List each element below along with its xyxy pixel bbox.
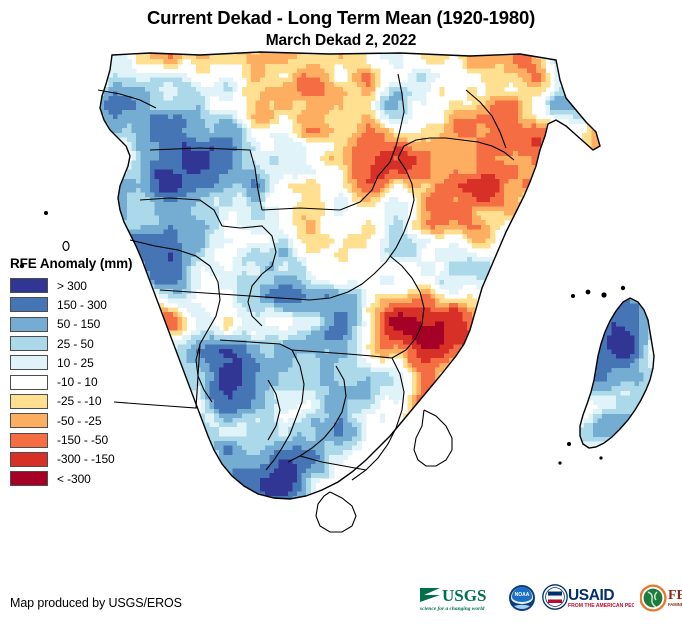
legend-swatch [10,316,48,332]
legend-item: -150 - -50 [8,430,160,449]
legend-swatch [10,374,48,390]
fewsnet-tagline: FAMINE EARLY WARNING SYSTEMS NETWORK [668,602,682,607]
legend-label: 50 - 150 [57,317,101,332]
legend-swatch [10,278,48,294]
legend-item: 50 - 150 [8,315,160,334]
legend-item: < -300 [8,469,160,488]
usgs-logo[interactable]: USGS science for a changing world [418,581,502,615]
noaa-wordmark: NOAA [515,592,530,598]
legend-item: > 300 [8,276,160,295]
legend-label: < -300 [57,471,91,486]
agency-logos: USGS science for a changing world NOAA [418,578,682,618]
legend: RFE Anomaly (mm) > 300 150 - 300 50 - 150 2… [8,256,160,488]
africa-anomaly-map[interactable] [0,50,682,595]
page-subtitle: March Dekad 2, 2022 [265,32,417,50]
fewsnet-logo-mark: FEWS NET FAMINE EARLY WARNING SYSTEMS NE… [640,584,682,612]
legend-rows: > 300 150 - 300 50 - 150 25 - 50 10 - 25 -10 … [8,276,160,488]
legend-item: -300 - -150 [8,450,160,469]
usaid-logo-mark: USAID FROM THE AMERICAN PEOPLE [542,584,634,610]
legend-swatch [10,336,48,352]
legend-item: -50 - -25 [8,411,160,430]
usaid-logo[interactable]: USAID FROM THE AMERICAN PEOPLE [542,581,634,615]
legend-swatch [10,297,48,313]
legend-swatch [10,451,48,467]
legend-label: -50 - -25 [57,413,102,428]
legend-item: -10 - 10 [8,372,160,391]
noaa-logo-mark: NOAA [509,585,535,611]
legend-label: 25 - 50 [57,336,94,351]
legend-label: -10 - 10 [57,375,98,390]
legend-swatch [10,393,48,409]
legend-label: -25 - -10 [57,394,102,409]
fewsnet-wordmark: FEWS NET [668,588,682,603]
legend-swatch [10,432,48,448]
legend-swatch [10,471,48,487]
map-canvas[interactable] [0,50,682,595]
legend-item: 150 - 300 [8,295,160,314]
map-credit: Map produced by USGS/EROS [10,596,182,610]
usgs-wordmark: USGS [442,586,486,605]
fewsnet-logo[interactable]: FEWS NET FAMINE EARLY WARNING SYSTEMS NE… [640,581,682,615]
legend-label: 10 - 25 [57,355,94,370]
legend-item: -25 - -10 [8,392,160,411]
usgs-tagline: science for a changing world [419,606,485,612]
legend-label: 150 - 300 [57,297,107,312]
legend-swatch [10,413,48,429]
country-borders [97,73,515,533]
title-block: Current Dekad - Long Term Mean (1920-198… [0,6,682,50]
legend-title: RFE Anomaly (mm) [10,256,133,271]
legend-label: > 300 [57,278,87,293]
usgs-logo-mark: USGS science for a changing world [419,586,486,612]
legend-label: -150 - -50 [57,433,109,448]
legend-swatch [10,355,48,371]
noaa-logo[interactable]: NOAA [508,581,536,615]
legend-label: -300 - -150 [57,452,115,467]
page-title: Current Dekad - Long Term Mean (1920-198… [146,7,536,28]
legend-item: 10 - 25 [8,353,160,372]
legend-item: 25 - 50 [8,334,160,353]
usaid-wordmark: USAID [568,587,614,604]
usaid-tagline: FROM THE AMERICAN PEOPLE [568,603,634,609]
